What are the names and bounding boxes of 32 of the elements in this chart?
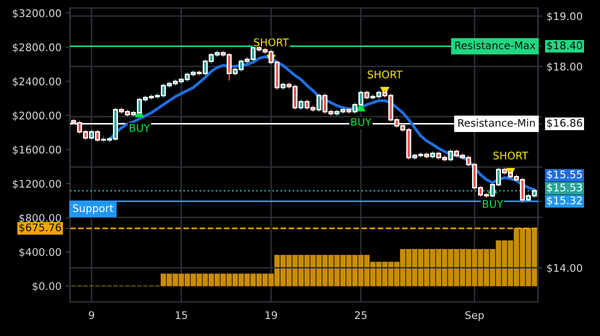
y2-tick-label: $18.00	[547, 62, 582, 72]
y2-tick-label: $14.00	[547, 264, 582, 274]
x-tick-label: 15	[176, 311, 188, 320]
x-tick-label: 9	[88, 311, 94, 320]
data-label: SHORT	[493, 152, 528, 160]
y-tick-label: $800.00	[19, 214, 61, 224]
y-tick-label: $2400.00	[12, 77, 61, 87]
data-label: BUY	[482, 200, 504, 208]
y2-tick-label: $15.32	[547, 196, 582, 206]
y-tick-label: $0.00	[32, 282, 61, 292]
y-tick-label: $1200.00	[12, 180, 61, 190]
data-label: BUY	[130, 124, 150, 132]
ref-line-label: Support	[73, 204, 114, 214]
y-tick-label: $675.76	[19, 223, 62, 233]
y-tick-label: $400.00	[19, 248, 61, 258]
data-label: SHORT	[254, 38, 289, 46]
x-tick-label: 25	[354, 311, 367, 320]
text: $15.53	[547, 183, 582, 193]
data-label: SHORT	[368, 70, 403, 78]
y2-tick-label: $18.40	[547, 41, 582, 51]
y2-tick-label: $16.86	[547, 118, 582, 128]
x-tick-label: Sep	[465, 311, 484, 322]
x-tick-label: 19	[266, 311, 277, 320]
y-tick-label: $1600.00	[12, 146, 61, 155]
ref-line-label: Resistance-Max	[455, 41, 536, 50]
y-tick-label: $3200.00	[12, 9, 61, 19]
data-label: BUY	[351, 118, 372, 126]
ref-line-label: Resistance-Min	[458, 118, 535, 127]
text: $15.55	[547, 170, 582, 180]
y2-tick-label: $19.00	[547, 12, 582, 22]
y-tick-label: $2000.00	[12, 111, 61, 121]
y-tick-label: $2800.00	[12, 43, 61, 53]
